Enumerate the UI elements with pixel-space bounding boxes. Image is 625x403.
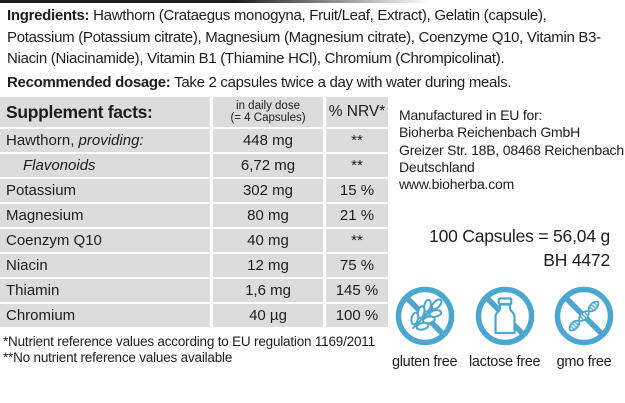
badge-lactose-free: lactose free	[468, 284, 541, 370]
manufacturer-address: Greizer Str. 18B, 08468 Reichenbach	[399, 141, 624, 158]
table-row: Coenzym Q10 40 mg **	[0, 229, 388, 252]
table-header-title: Supplement facts:	[0, 97, 210, 127]
table-header-row: Supplement facts: in daily dose (= 4 Cap…	[0, 97, 388, 127]
footnote-no-nrv: **No nutrient reference values available	[3, 350, 233, 365]
table-row: Flavonoids 6,72 mg **	[0, 154, 388, 177]
ingredients-line-3: Niacin (Niacinamide), Vitamin B1 (Thiami…	[7, 50, 505, 67]
table-row: Chromium 40 µg 100 %	[0, 304, 388, 327]
badge-gluten-free: gluten free	[392, 284, 458, 370]
manufacturer-block: Manufactured in EU for: Bioherba Reichen…	[399, 107, 624, 193]
table-row: Hawthorn, providing: 448 mg **	[0, 129, 388, 152]
dosage-text: Take 2 capsules twice a day with water d…	[174, 73, 512, 91]
supplement-facts-table: Supplement facts: in daily dose (= 4 Cap…	[0, 97, 388, 329]
dosage-label: Recommended dosage:	[7, 73, 171, 91]
table-row: Thiamin 1,6 mg 145 %	[0, 279, 388, 302]
capsule-count: 100 Capsules = 56,04 g	[429, 226, 610, 246]
batch-code: BH 4472	[543, 250, 610, 270]
badge-gluten-free-label: gluten free	[392, 354, 458, 370]
table-header-daily-dose: in daily dose (= 4 Capsules)	[213, 97, 323, 127]
ingredients-line-2: Potassium (Potassium citrate), Magnesium…	[7, 28, 601, 46]
table-header-nrv: % NRV*	[326, 97, 388, 127]
manufacturer-line: Manufactured in EU for:	[399, 107, 543, 123]
table-row: Niacin 12 mg 75 %	[0, 254, 388, 277]
badge-gmo-free-label: gmo free	[556, 354, 612, 370]
footnote-nrv: *Nutrient reference values according to …	[3, 334, 375, 349]
wheat-icon	[395, 286, 454, 346]
ingredients-label: Ingredients:	[7, 7, 90, 24]
badge-lactose-free-label: lactose free	[468, 354, 541, 370]
dosage-paragraph: Recommended dosage: Take 2 capsules twic…	[7, 72, 621, 94]
manufacturer-name: Bioherba Reichenbach GmbH	[399, 124, 580, 141]
allergen-badges: gluten free lactose free	[392, 284, 616, 370]
product-info-block: 100 Capsules = 56,04 g BH 4472	[398, 224, 610, 272]
badge-gmo-free: gmo free	[552, 284, 616, 370]
table-row: Magnesium 80 mg 21 %	[0, 204, 388, 227]
scan-artifact-line	[0, 0, 430, 3]
ingredients-paragraph: Ingredients: Hawthorn (Crataegus monogyn…	[7, 5, 621, 70]
ingredients-line-1: Hawthorn (Crataegus monogyna, Fruit/Leaf…	[93, 7, 547, 24]
table-row: Potassium 302 mg 15 %	[0, 179, 388, 202]
dna-icon	[554, 286, 614, 346]
table-footnotes: *Nutrient reference values according to …	[3, 334, 375, 366]
label-text-block: Ingredients: Hawthorn (Crataegus monogyn…	[7, 5, 621, 93]
manufacturer-website: www.bioherba.com	[399, 176, 515, 193]
milk-bottle-icon	[475, 286, 534, 346]
manufacturer-country: Deutschland	[399, 158, 475, 175]
